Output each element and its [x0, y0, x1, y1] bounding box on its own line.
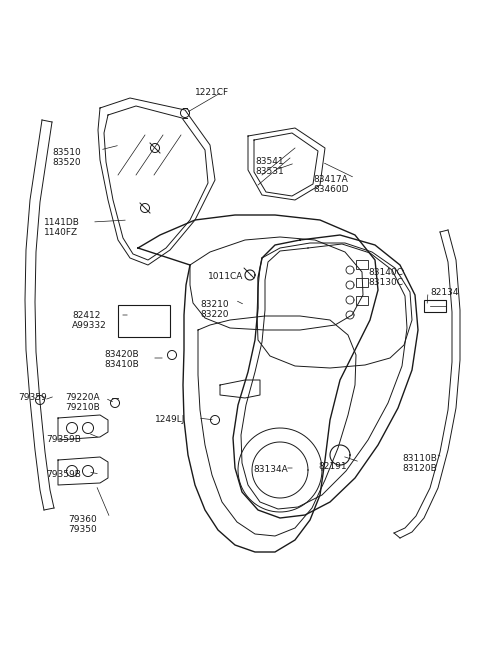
Text: 1249LJ: 1249LJ	[155, 415, 185, 424]
Text: 79220A
79210B: 79220A 79210B	[65, 393, 100, 413]
Text: 82191: 82191	[318, 462, 347, 471]
Bar	[356, 260, 368, 269]
Text: 79359B: 79359B	[46, 435, 81, 444]
Text: 82134: 82134	[430, 288, 458, 297]
Text: 79359B: 79359B	[46, 470, 81, 479]
Text: 83210
83220: 83210 83220	[200, 300, 228, 319]
Text: 83140C
83130C: 83140C 83130C	[368, 268, 403, 287]
Text: 1141DB
1140FZ: 1141DB 1140FZ	[44, 218, 80, 237]
Bar	[424, 300, 446, 312]
Text: 82412
A99332: 82412 A99332	[72, 311, 107, 331]
Text: 1221CF: 1221CF	[195, 88, 229, 97]
Bar	[356, 278, 368, 287]
Text: 79360
79350: 79360 79350	[68, 515, 97, 535]
Bar	[118, 305, 170, 337]
Bar	[356, 296, 368, 305]
Text: 83510
83520: 83510 83520	[52, 148, 81, 167]
Text: 83420B
83410B: 83420B 83410B	[104, 350, 139, 369]
Text: 83110B
83120B: 83110B 83120B	[402, 454, 437, 474]
Text: 83541
83531: 83541 83531	[255, 157, 284, 176]
Text: 83417A
83460D: 83417A 83460D	[313, 175, 348, 194]
Text: 1011CA: 1011CA	[208, 272, 243, 281]
Text: 83134A: 83134A	[253, 465, 288, 474]
Text: 79359: 79359	[18, 393, 47, 402]
